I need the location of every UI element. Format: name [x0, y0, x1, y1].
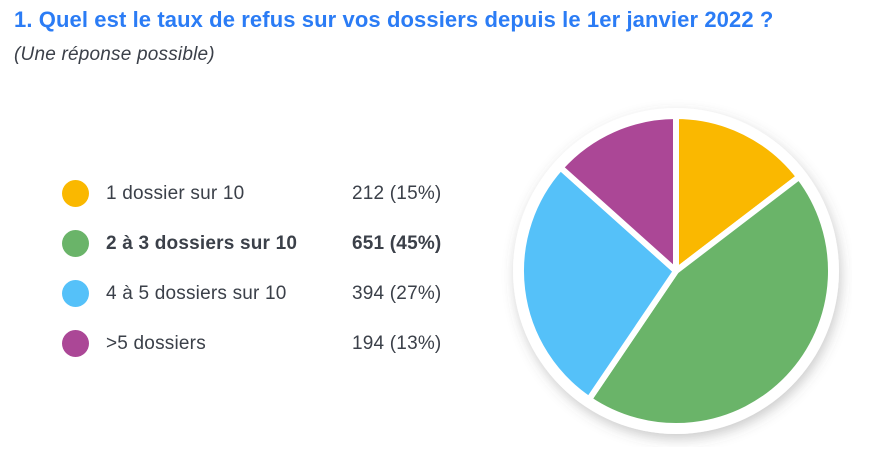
legend-value: 212 (15%) — [352, 182, 442, 204]
pie-chart-svg — [513, 108, 839, 434]
pie-slice-2 — [518, 164, 679, 403]
legend-label: 4 à 5 dossiers sur 10 — [106, 282, 287, 304]
legend-row: 2 à 3 dossiers sur 10 651 (45%) — [62, 230, 441, 257]
legend-value: 394 (27%) — [352, 282, 442, 304]
legend-value: 194 (13%) — [352, 332, 442, 354]
legend-swatch-orange-icon — [62, 180, 89, 207]
legend-swatch-purple-icon — [62, 330, 89, 357]
question-title: 1. Quel est le taux de refus sur vos dos… — [14, 7, 774, 32]
legend-row: >5 dossiers 194 (13%) — [62, 330, 441, 357]
pie-chart — [500, 95, 852, 447]
legend-value: 651 (45%) — [352, 232, 442, 254]
pie-slice-0 — [673, 113, 803, 274]
legend-label: 2 à 3 dossiers sur 10 — [106, 232, 298, 254]
pie-slice-3 — [557, 113, 679, 274]
legend-label: >5 dossiers — [106, 332, 206, 354]
legend-swatch-green-icon — [62, 230, 89, 257]
legend-row: 4 à 5 dossiers sur 10 394 (27%) — [62, 280, 441, 307]
chart-legend: 1 dossier sur 10 212 (15%) 2 à 3 dossier… — [62, 180, 441, 357]
question-subtitle: (Une réponse possible) — [14, 44, 215, 65]
legend-swatch-blue-icon — [62, 280, 89, 307]
legend-label: 1 dossier sur 10 — [106, 182, 245, 204]
legend-row: 1 dossier sur 10 212 (15%) — [62, 180, 441, 207]
pie-slice-1 — [586, 173, 835, 430]
